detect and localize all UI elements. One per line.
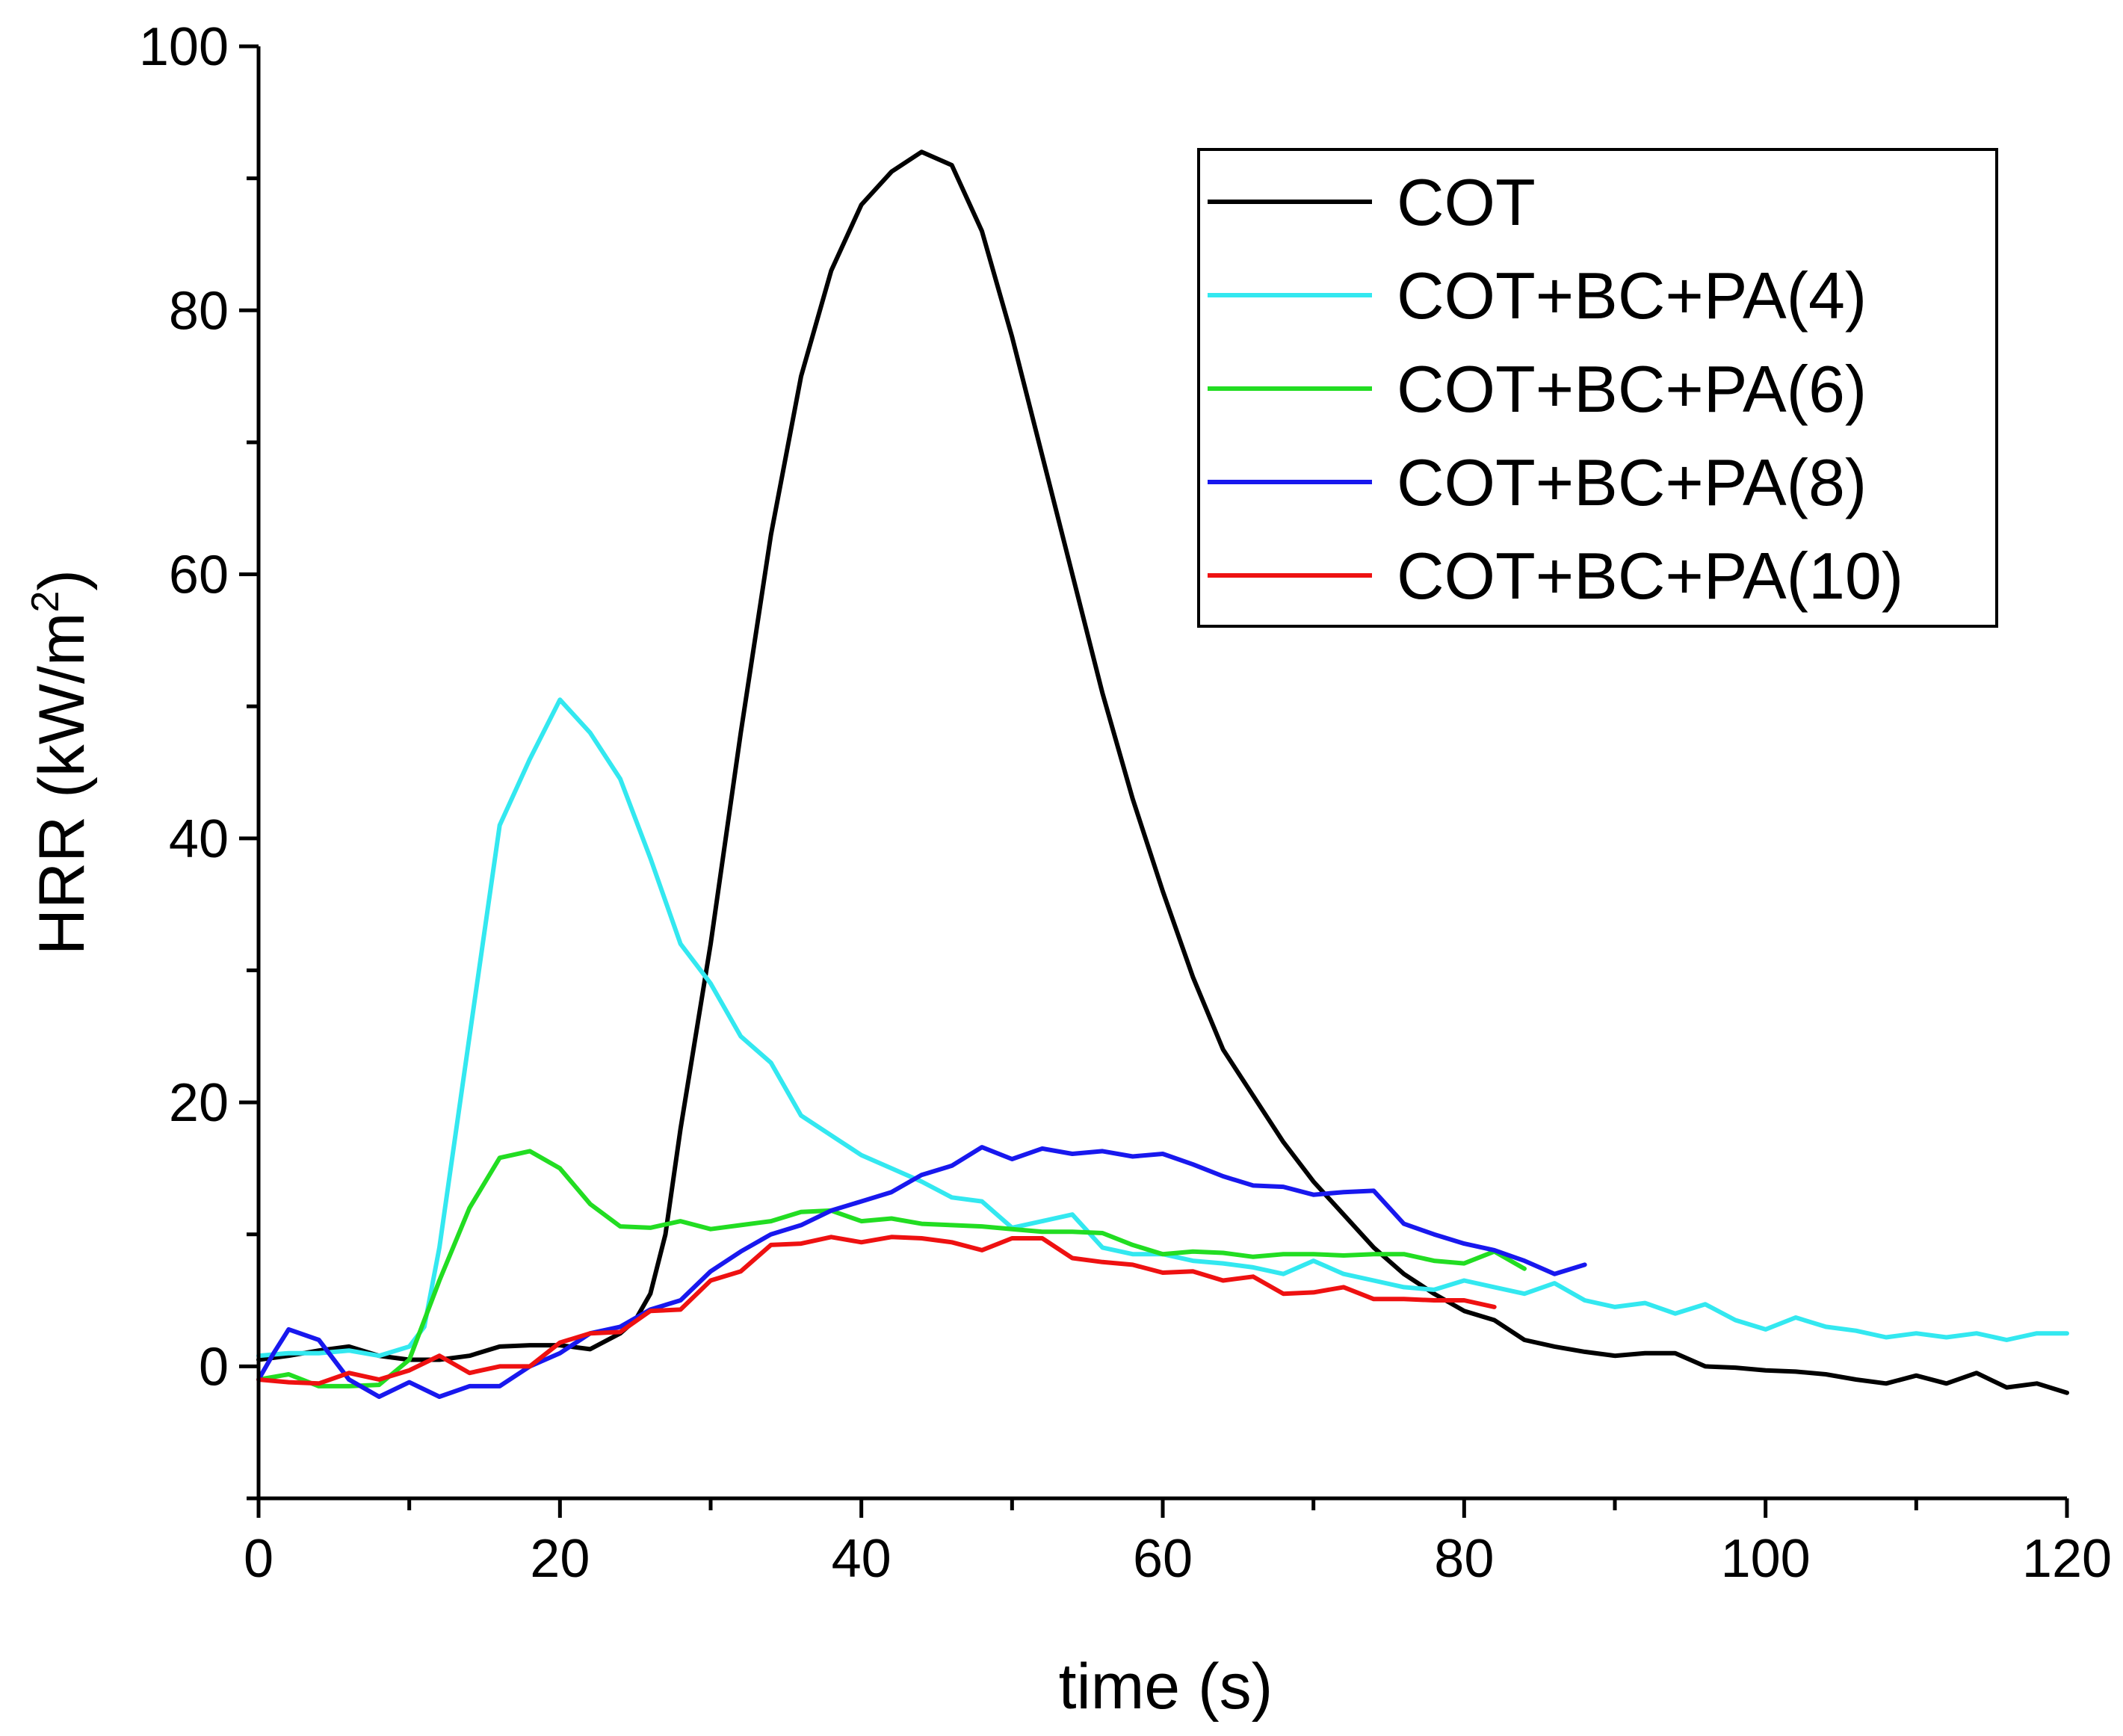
plot-area [256,149,2069,1399]
series-line-1 [256,697,2069,1359]
y-axis-title-superscript: 2 [24,591,67,613]
legend-label-2: COT+BC+PA(6) [1397,352,1867,426]
y-tick-label: 40 [169,809,229,869]
series-line-3 [256,1145,1587,1399]
legend-label-4: COT+BC+PA(10) [1397,539,1903,613]
x-tick-label: 60 [1133,1529,1193,1589]
x-tick-label: 100 [1721,1529,1811,1589]
y-axis-title: HRR (kW/m2) [24,569,98,955]
x-tick-label: 40 [832,1529,891,1589]
x-tick-label: 80 [1434,1529,1494,1589]
y-tick-label: 60 [169,546,229,605]
legend: COT COT+BC+PA(4) COT+BC+PA(6) COT+BC+PA(8) C… [1197,148,1998,628]
series-line-4 [256,1235,1497,1386]
axes: 0 20 40 60 80 100 120 0 20 40 60 80 100 [139,17,2112,1589]
y-tick-label: 20 [169,1073,229,1133]
legend-label-0: COT [1397,165,1536,239]
legend-label-3: COT+BC+PA(8) [1397,445,1867,519]
y-axis-title-main: HRR (kW/m [26,613,98,956]
x-tick-label: 0 [244,1529,274,1589]
y-tick-label: 80 [169,281,229,341]
y-axis-title-close: ) [26,569,98,591]
y-tick-label: 100 [139,17,229,77]
y-tick-label: 0 [199,1337,229,1397]
x-axis-title: time (s) [1059,1651,1273,1723]
series-line-2 [256,1149,1527,1389]
legend-label-1: COT+BC+PA(4) [1397,259,1867,333]
x-tick-label: 20 [530,1529,590,1589]
x-tick-label: 120 [2022,1529,2112,1589]
